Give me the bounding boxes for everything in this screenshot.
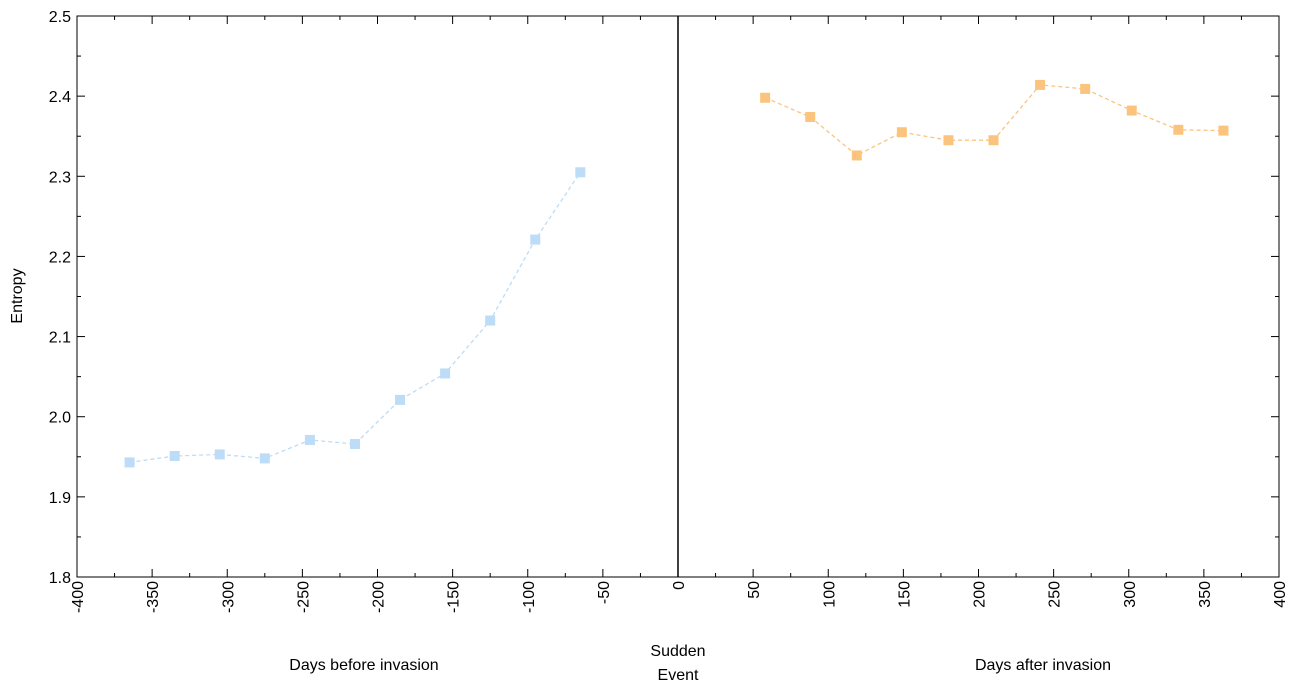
x-tick-label: 150 (896, 581, 913, 608)
event-label-line2: Event (658, 667, 699, 681)
series-1-point (1080, 83, 1091, 94)
series-1-point (851, 150, 862, 161)
y-tick-label: 1.8 (49, 570, 71, 587)
chart-series (124, 79, 1229, 468)
series-1-point (988, 135, 999, 146)
chart-ticks (76, 15, 1280, 578)
series-1-point (805, 111, 816, 122)
x-tick-label: -200 (371, 581, 388, 613)
series-0-point (214, 449, 225, 460)
chart-tick-labels: 1.8 1.9 2.0 2.1 2.2 2.3 2.4 2.5 -400 -350 -300 -250… (49, 9, 1289, 613)
chart-axes (76, 15, 1280, 578)
series-0-point (530, 234, 541, 245)
series-0-point (440, 368, 451, 379)
x-tick-label: -150 (446, 581, 463, 613)
series-1-point (1126, 105, 1137, 116)
x-tick-label: -400 (70, 581, 87, 613)
x-tick-label: 350 (1197, 581, 1214, 608)
series-1-point (896, 127, 907, 138)
x-tick-label: 300 (1122, 581, 1139, 608)
x-tick-label: -250 (295, 581, 312, 613)
series-1-point (943, 135, 954, 146)
x-tick-label: 50 (746, 581, 763, 599)
series-0-point (124, 457, 135, 468)
x-tick-label: 100 (821, 581, 838, 608)
y-tick-label: 2.5 (49, 9, 71, 26)
series-line-0 (129, 171, 581, 464)
x-axis-label-after: Days after invasion (975, 657, 1111, 674)
series-0-point (259, 453, 270, 464)
y-tick-label: 2.2 (49, 249, 71, 266)
x-axis-label-before: Days before invasion (289, 657, 438, 674)
y-tick-label: 2.4 (49, 89, 71, 106)
y-axis-label: Entropy (9, 268, 26, 323)
series-1-point (1173, 124, 1184, 135)
series-0-point (575, 167, 586, 178)
y-tick-label: 2.3 (49, 169, 71, 186)
series-0-point (485, 315, 496, 326)
y-tick-label: 1.9 (49, 490, 71, 507)
x-tick-label: 0 (671, 581, 688, 590)
series-0-point (169, 450, 180, 461)
x-tick-label: -50 (596, 581, 613, 604)
y-tick-label: 2.0 (49, 410, 71, 427)
x-tick-label: 250 (1047, 581, 1064, 608)
x-tick-label: -350 (145, 581, 162, 613)
event-label-line1: Sudden (650, 643, 705, 660)
x-tick-label: 400 (1272, 581, 1289, 608)
series-1-point (1218, 125, 1229, 136)
series-1-point (1035, 79, 1046, 90)
y-tick-label: 2.1 (49, 330, 71, 347)
series-1-point (760, 92, 771, 103)
x-tick-label: -300 (220, 581, 237, 613)
series-0-point (304, 434, 315, 445)
x-tick-label: 200 (972, 581, 989, 608)
series-0-point (349, 438, 360, 449)
series-0-point (395, 394, 406, 405)
x-tick-label: -100 (521, 581, 538, 613)
